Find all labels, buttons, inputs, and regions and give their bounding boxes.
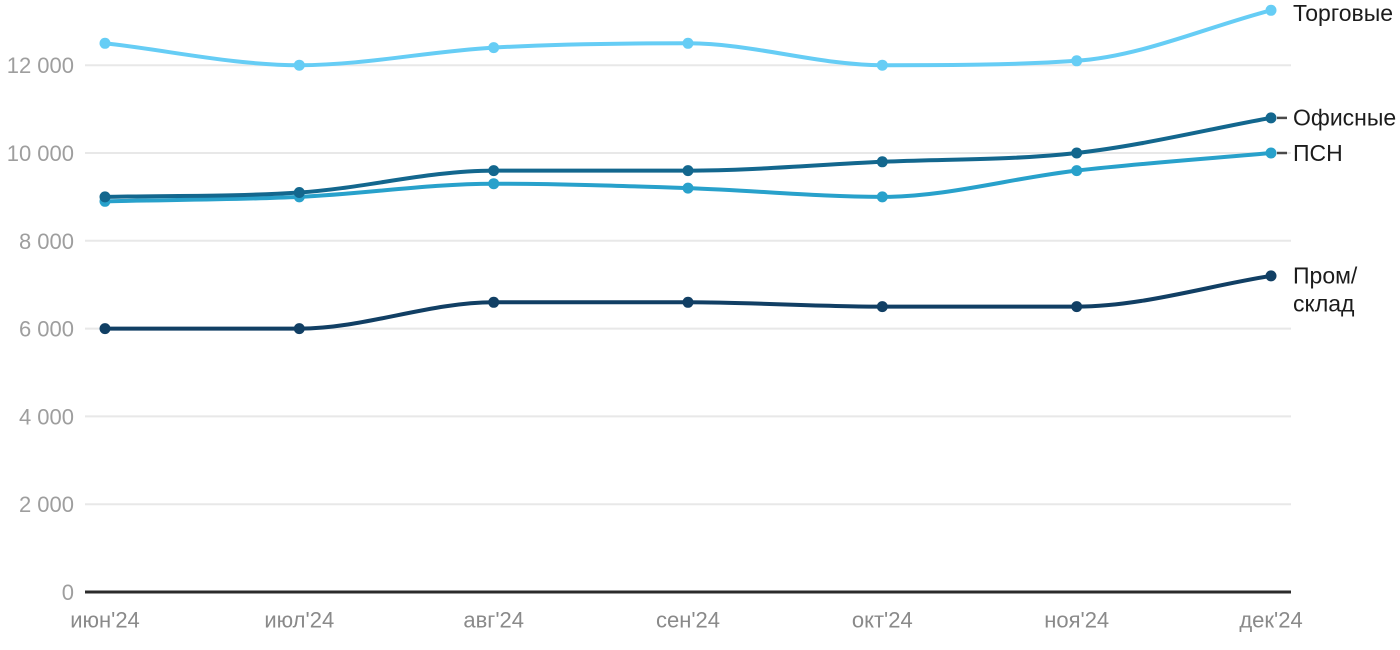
data-point-psn-3 bbox=[682, 182, 694, 194]
y-tick-label-8000: 8 000 bbox=[19, 229, 74, 254]
x-tick-label-0: июн'24 bbox=[70, 607, 140, 632]
data-point-ofisnye-5 bbox=[1071, 147, 1083, 159]
y-tick-label-0: 0 bbox=[62, 580, 74, 605]
series-label-psn: ПСН bbox=[1293, 140, 1343, 166]
data-point-ofisnye-6 bbox=[1265, 112, 1277, 124]
x-tick-label-5: ноя'24 bbox=[1044, 607, 1109, 632]
data-point-torgovye-5 bbox=[1071, 55, 1083, 67]
data-point-prom-sklad-0 bbox=[99, 323, 111, 335]
x-tick-label-4: окт'24 bbox=[852, 607, 913, 632]
data-point-prom-sklad-1 bbox=[293, 323, 305, 335]
x-axis: июн'24 июл'24 авг'24 сен'24 окт'24 ноя'24 дек'… bbox=[70, 607, 1302, 632]
series-label-torgovye: Торговые bbox=[1293, 0, 1393, 26]
data-point-ofisnye-3 bbox=[682, 165, 694, 177]
data-point-ofisnye-0 bbox=[99, 191, 111, 203]
data-point-ofisnye-2 bbox=[488, 165, 500, 177]
x-tick-label-6: дек'24 bbox=[1239, 607, 1302, 632]
data-point-torgovye-3 bbox=[682, 37, 694, 49]
x-tick-label-2: авг'24 bbox=[463, 607, 524, 632]
series-label-prom-sklad-line2: склад bbox=[1293, 291, 1355, 317]
x-tick-label-3: сен'24 bbox=[656, 607, 720, 632]
data-point-torgovye-6 bbox=[1265, 4, 1277, 16]
data-point-torgovye-4 bbox=[876, 59, 888, 71]
y-tick-label-12000: 12 000 bbox=[7, 53, 74, 78]
series-ofisnye bbox=[99, 112, 1277, 203]
series-label-ofisnye: Офисные bbox=[1293, 105, 1396, 131]
data-point-psn-2 bbox=[488, 178, 500, 190]
x-tick-label-1: июл'24 bbox=[264, 607, 334, 632]
data-point-torgovye-1 bbox=[293, 59, 305, 71]
y-tick-label-2000: 2 000 bbox=[19, 492, 74, 517]
data-point-ofisnye-1 bbox=[293, 187, 305, 198]
data-point-prom-sklad-6 bbox=[1265, 270, 1277, 282]
data-point-psn-5 bbox=[1071, 165, 1083, 177]
data-point-torgovye-0 bbox=[99, 37, 111, 49]
series-label-prom-sklad: Пром/ bbox=[1293, 263, 1358, 289]
data-point-psn-4 bbox=[876, 191, 888, 203]
y-tick-label-6000: 6 000 bbox=[19, 317, 74, 342]
series-prom-sklad bbox=[99, 270, 1277, 335]
data-point-prom-sklad-4 bbox=[876, 301, 888, 313]
data-point-psn-6 bbox=[1265, 147, 1277, 159]
data-point-prom-sklad-5 bbox=[1071, 301, 1083, 313]
data-point-prom-sklad-3 bbox=[682, 296, 694, 308]
series-labels: Торговые Офисные ПСН Пром/склад bbox=[1277, 0, 1396, 317]
series-torgovye bbox=[99, 4, 1277, 71]
data-point-torgovye-2 bbox=[488, 42, 500, 54]
y-axis: 0 2 000 4 000 6 000 8 000 10 000 12 000 bbox=[7, 53, 74, 605]
y-tick-label-4000: 4 000 bbox=[19, 404, 74, 429]
data-point-ofisnye-4 bbox=[876, 156, 888, 168]
data-point-prom-sklad-2 bbox=[488, 296, 500, 308]
y-tick-label-10000: 10 000 bbox=[7, 141, 74, 166]
